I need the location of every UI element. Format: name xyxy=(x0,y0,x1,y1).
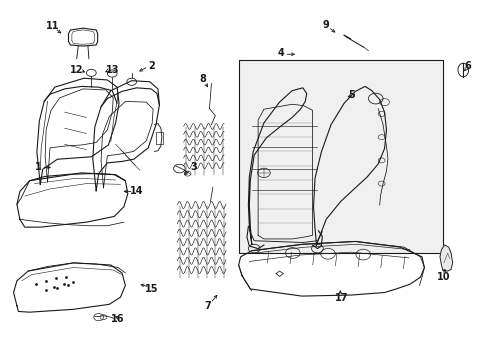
Text: 11: 11 xyxy=(45,21,59,31)
Text: 13: 13 xyxy=(105,65,119,75)
Bar xyxy=(238,60,442,253)
Text: 12: 12 xyxy=(70,65,83,75)
Text: 5: 5 xyxy=(347,90,354,100)
Polygon shape xyxy=(439,245,452,271)
Text: 15: 15 xyxy=(145,284,159,294)
Text: 9: 9 xyxy=(322,19,329,30)
Text: 4: 4 xyxy=(277,48,284,58)
Text: 17: 17 xyxy=(334,293,348,303)
Text: 16: 16 xyxy=(111,314,124,324)
Text: 6: 6 xyxy=(464,61,470,71)
Text: 3: 3 xyxy=(190,162,196,172)
Text: 2: 2 xyxy=(147,62,154,71)
Text: 10: 10 xyxy=(436,272,449,282)
Text: 1: 1 xyxy=(35,162,41,172)
Text: 7: 7 xyxy=(204,301,211,311)
Bar xyxy=(156,132,163,144)
Text: 8: 8 xyxy=(199,74,206,84)
Text: 14: 14 xyxy=(129,186,143,197)
